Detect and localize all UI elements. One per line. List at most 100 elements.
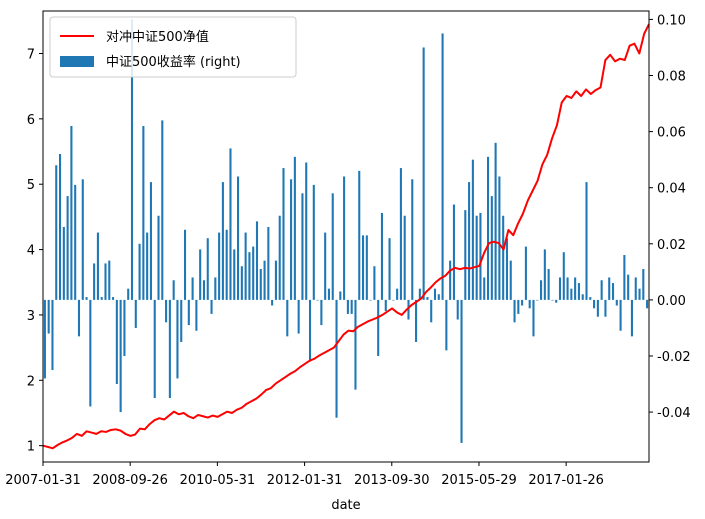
bar xyxy=(490,196,493,300)
bar xyxy=(149,182,152,300)
right-y-axis: -0.04 -0.02 0.00 0.02 0.04 0.06 0.08 0.10 xyxy=(649,13,691,421)
x-axis-title: date xyxy=(331,498,360,513)
bar xyxy=(585,182,588,300)
bar xyxy=(392,299,395,301)
bar xyxy=(290,179,293,300)
x-tick-label: 2007-01-31 xyxy=(5,473,81,488)
bar xyxy=(104,263,107,300)
bar xyxy=(483,277,486,300)
bar xyxy=(456,299,459,320)
x-tick-label: 2012-01-31 xyxy=(267,473,343,488)
bar xyxy=(210,299,213,314)
bar xyxy=(293,156,296,300)
bar xyxy=(81,179,84,300)
bar xyxy=(233,249,236,300)
bar xyxy=(441,33,444,300)
right-tick-label: 0.02 xyxy=(657,238,686,253)
bar xyxy=(96,232,99,300)
bar xyxy=(581,294,584,300)
left-tick-label: 7 xyxy=(27,47,35,62)
bar xyxy=(134,299,137,328)
bar xyxy=(297,299,300,334)
bar xyxy=(161,120,164,300)
right-tick-label: -0.02 xyxy=(657,350,691,365)
plot-frame xyxy=(42,10,650,463)
bar xyxy=(369,299,372,301)
bar xyxy=(176,299,179,379)
bar xyxy=(577,283,580,300)
bar xyxy=(407,299,410,320)
bar xyxy=(180,299,183,342)
bar xyxy=(55,165,58,300)
right-tick-label: 0.04 xyxy=(657,182,686,197)
bar xyxy=(274,260,277,300)
left-y-axis: 1 2 3 4 5 6 7 xyxy=(27,47,43,455)
bar xyxy=(267,226,270,300)
bar xyxy=(630,299,633,337)
bar xyxy=(229,148,232,300)
bar xyxy=(540,280,543,300)
bar xyxy=(214,277,217,300)
bar xyxy=(547,269,550,300)
bar xyxy=(418,288,421,300)
left-tick-label: 3 xyxy=(27,309,35,324)
bar xyxy=(494,142,497,300)
bar xyxy=(59,154,62,300)
bar xyxy=(536,299,539,301)
x-tick-label: 2010-05-31 xyxy=(180,473,256,488)
bar xyxy=(244,232,247,300)
bar xyxy=(505,238,509,300)
bar xyxy=(183,229,187,300)
bar xyxy=(460,299,463,443)
bar xyxy=(263,260,266,300)
bar xyxy=(437,294,440,300)
bar xyxy=(331,193,334,300)
right-tick-label: -0.04 xyxy=(657,406,691,421)
bar xyxy=(611,283,615,300)
bar xyxy=(237,176,240,300)
bar xyxy=(199,249,202,300)
bar xyxy=(445,299,448,351)
bar xyxy=(596,299,599,317)
bar xyxy=(589,297,592,300)
bar xyxy=(70,125,73,300)
bar xyxy=(187,299,190,326)
bar xyxy=(475,215,478,300)
bar xyxy=(225,229,228,300)
right-tick-label: 0.10 xyxy=(657,13,686,28)
net-value-line xyxy=(42,23,650,450)
bar xyxy=(646,299,649,309)
bar xyxy=(115,299,118,385)
bar xyxy=(51,299,54,371)
bar xyxy=(259,269,262,300)
bar xyxy=(486,156,490,300)
bar xyxy=(627,274,630,300)
bar xyxy=(517,299,520,314)
bar xyxy=(271,299,274,306)
bar xyxy=(286,299,289,337)
bar xyxy=(558,277,562,300)
bar xyxy=(202,280,206,300)
bar xyxy=(452,204,455,300)
bar xyxy=(528,299,531,309)
bar xyxy=(619,299,622,331)
bar xyxy=(89,299,92,407)
bar xyxy=(127,288,130,300)
bar xyxy=(146,232,149,300)
bar xyxy=(411,179,414,300)
bar xyxy=(66,196,69,300)
bar xyxy=(255,221,259,300)
bar xyxy=(316,299,319,301)
bar xyxy=(422,47,425,300)
bar xyxy=(248,252,251,300)
bar xyxy=(191,277,194,300)
bar xyxy=(562,252,565,300)
bar xyxy=(301,193,304,300)
bar xyxy=(377,299,380,356)
bar xyxy=(112,297,115,300)
bar xyxy=(308,299,312,362)
bar xyxy=(324,232,327,300)
right-tick-label: 0.08 xyxy=(657,70,686,85)
bar xyxy=(138,243,141,300)
